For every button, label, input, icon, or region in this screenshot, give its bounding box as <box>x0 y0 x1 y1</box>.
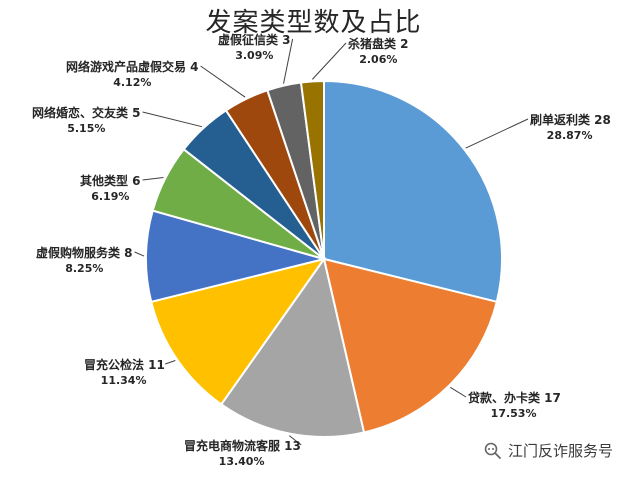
leader-line <box>134 251 145 257</box>
leader-line <box>142 111 203 128</box>
leader-line <box>283 38 294 84</box>
slice-label: 冒充公检法 11 <box>84 357 165 372</box>
slice-percent: 5.15% <box>67 122 105 135</box>
pie-slice <box>323 79 503 304</box>
slice-percent: 6.19% <box>91 190 129 203</box>
leader-line <box>449 386 467 398</box>
pie-slice <box>145 209 328 304</box>
pie-slice <box>150 257 327 406</box>
slice-label: 杀猪盘类 2 <box>348 36 409 51</box>
slice-percent: 28.87% <box>547 129 593 142</box>
slice-label: 冒充电商物流客服 13 <box>184 438 301 453</box>
leader-line <box>165 360 176 365</box>
leader-line <box>142 177 164 181</box>
slice-percent: 8.25% <box>65 262 103 275</box>
watermark: 江门反诈服务号 <box>484 440 613 461</box>
slice-percent: 11.34% <box>101 374 147 387</box>
watermark-text: 江门反诈服务号 <box>507 442 613 460</box>
leader-line <box>288 435 302 446</box>
slice-label: 贷款、办卡类 17 <box>468 390 561 405</box>
chart-title: 发案类型数及占比 <box>205 8 422 38</box>
slice-label: 虚假购物服务类 8 <box>36 245 133 260</box>
slice-percent: 2.06% <box>359 53 397 66</box>
slice-label: 网络婚恋、交友类 5 <box>32 105 141 120</box>
pie-slice <box>299 79 325 260</box>
slice-percent: 17.53% <box>491 407 537 420</box>
wechat-search-icon <box>484 442 501 459</box>
pie-slice <box>219 256 366 438</box>
slice-label: 虚假征信类 3 <box>218 32 291 47</box>
slice-percent: 13.40% <box>219 455 265 468</box>
leader-line <box>200 65 246 98</box>
leader-line <box>465 118 529 149</box>
slice-label: 其他类型 6 <box>80 173 141 188</box>
slice-label: 刷单返利类 28 <box>530 112 611 127</box>
slice-percent: 3.09% <box>235 49 273 62</box>
slice-label: 网络游戏产品虚假交易 4 <box>66 59 199 74</box>
pie-slice <box>322 257 498 434</box>
leader-line <box>311 42 347 80</box>
slice-percent: 4.12% <box>113 76 151 89</box>
